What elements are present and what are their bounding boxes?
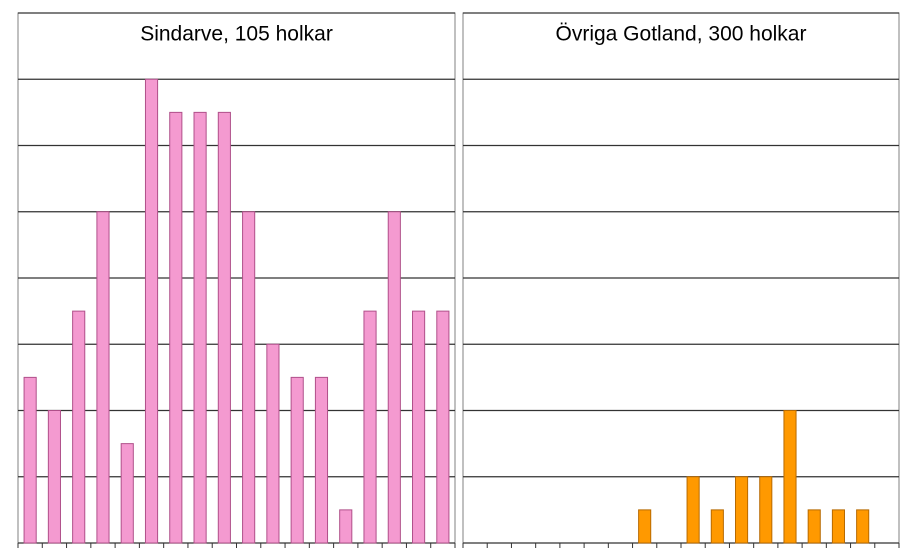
bar bbox=[387, 211, 401, 544]
bar bbox=[120, 443, 134, 544]
bar bbox=[23, 376, 37, 544]
bar bbox=[290, 376, 304, 544]
bar bbox=[169, 111, 183, 544]
bar bbox=[783, 410, 797, 544]
bar bbox=[96, 211, 110, 544]
bar bbox=[242, 211, 256, 544]
bar bbox=[686, 476, 700, 544]
bar bbox=[807, 509, 821, 544]
bar bbox=[363, 310, 377, 544]
chart-title: Övriga Gotland, 300 holkar bbox=[556, 23, 807, 46]
bar bbox=[759, 476, 773, 544]
chart-title: Sindarve, 105 holkar bbox=[140, 23, 333, 46]
bar bbox=[266, 343, 280, 544]
bar bbox=[144, 78, 159, 544]
bar bbox=[710, 509, 724, 544]
bar bbox=[856, 509, 870, 544]
bar bbox=[47, 410, 61, 544]
bar bbox=[339, 509, 353, 544]
bar bbox=[412, 310, 426, 544]
bar bbox=[436, 310, 450, 544]
bar bbox=[831, 509, 846, 544]
bar bbox=[638, 509, 652, 544]
bar bbox=[217, 111, 231, 544]
bar bbox=[314, 376, 329, 544]
bar bbox=[735, 476, 749, 544]
bar bbox=[72, 310, 86, 544]
bar bbox=[193, 111, 207, 544]
